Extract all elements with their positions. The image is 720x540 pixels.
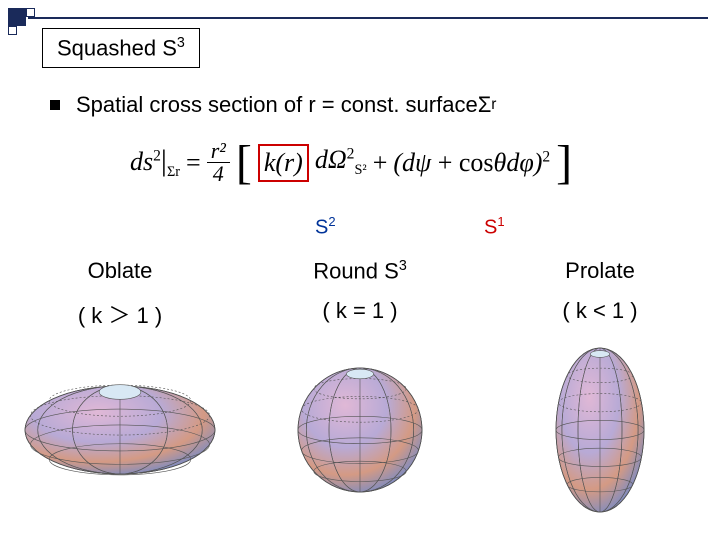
col-k-0: ( k ＞ 1 ) [0, 298, 240, 330]
shape-oblate [0, 340, 240, 520]
label-s2: S2 [315, 214, 336, 240]
formula: ds2|Σr = r²4 [ k(r) dΩ2S² + (dψ + cosθdφ… [130, 140, 590, 185]
label-s1: S1 [484, 214, 505, 240]
header-line [28, 17, 708, 19]
col-name-1: Round S3 [240, 258, 480, 284]
sigma-sub: r [491, 96, 496, 114]
shape-round [240, 340, 480, 520]
bullet-row: Spatial cross section of r = const. surf… [50, 92, 496, 118]
shape-prolate [480, 340, 720, 520]
col-name-2: Prolate [480, 258, 720, 284]
k-row: ( k ＞ 1 ) ( k = 1 ) ( k < 1 ) [0, 298, 720, 330]
bullet-icon [50, 100, 60, 110]
col-k-2: ( k < 1 ) [480, 298, 720, 330]
bullet-text: Spatial cross section of r = const. surf… [76, 92, 478, 118]
sigma: Σ [478, 92, 492, 118]
title-box: Squashed S3 [42, 28, 200, 68]
shapes-row [0, 340, 720, 520]
names-row: Oblate Round S3 Prolate [0, 258, 720, 284]
col-k-1: ( k = 1 ) [240, 298, 480, 330]
title-sup: 3 [177, 35, 185, 51]
boxed-kr: k(r) [258, 144, 309, 182]
col-name-0: Oblate [0, 258, 240, 284]
title-text: Squashed S [57, 35, 177, 60]
